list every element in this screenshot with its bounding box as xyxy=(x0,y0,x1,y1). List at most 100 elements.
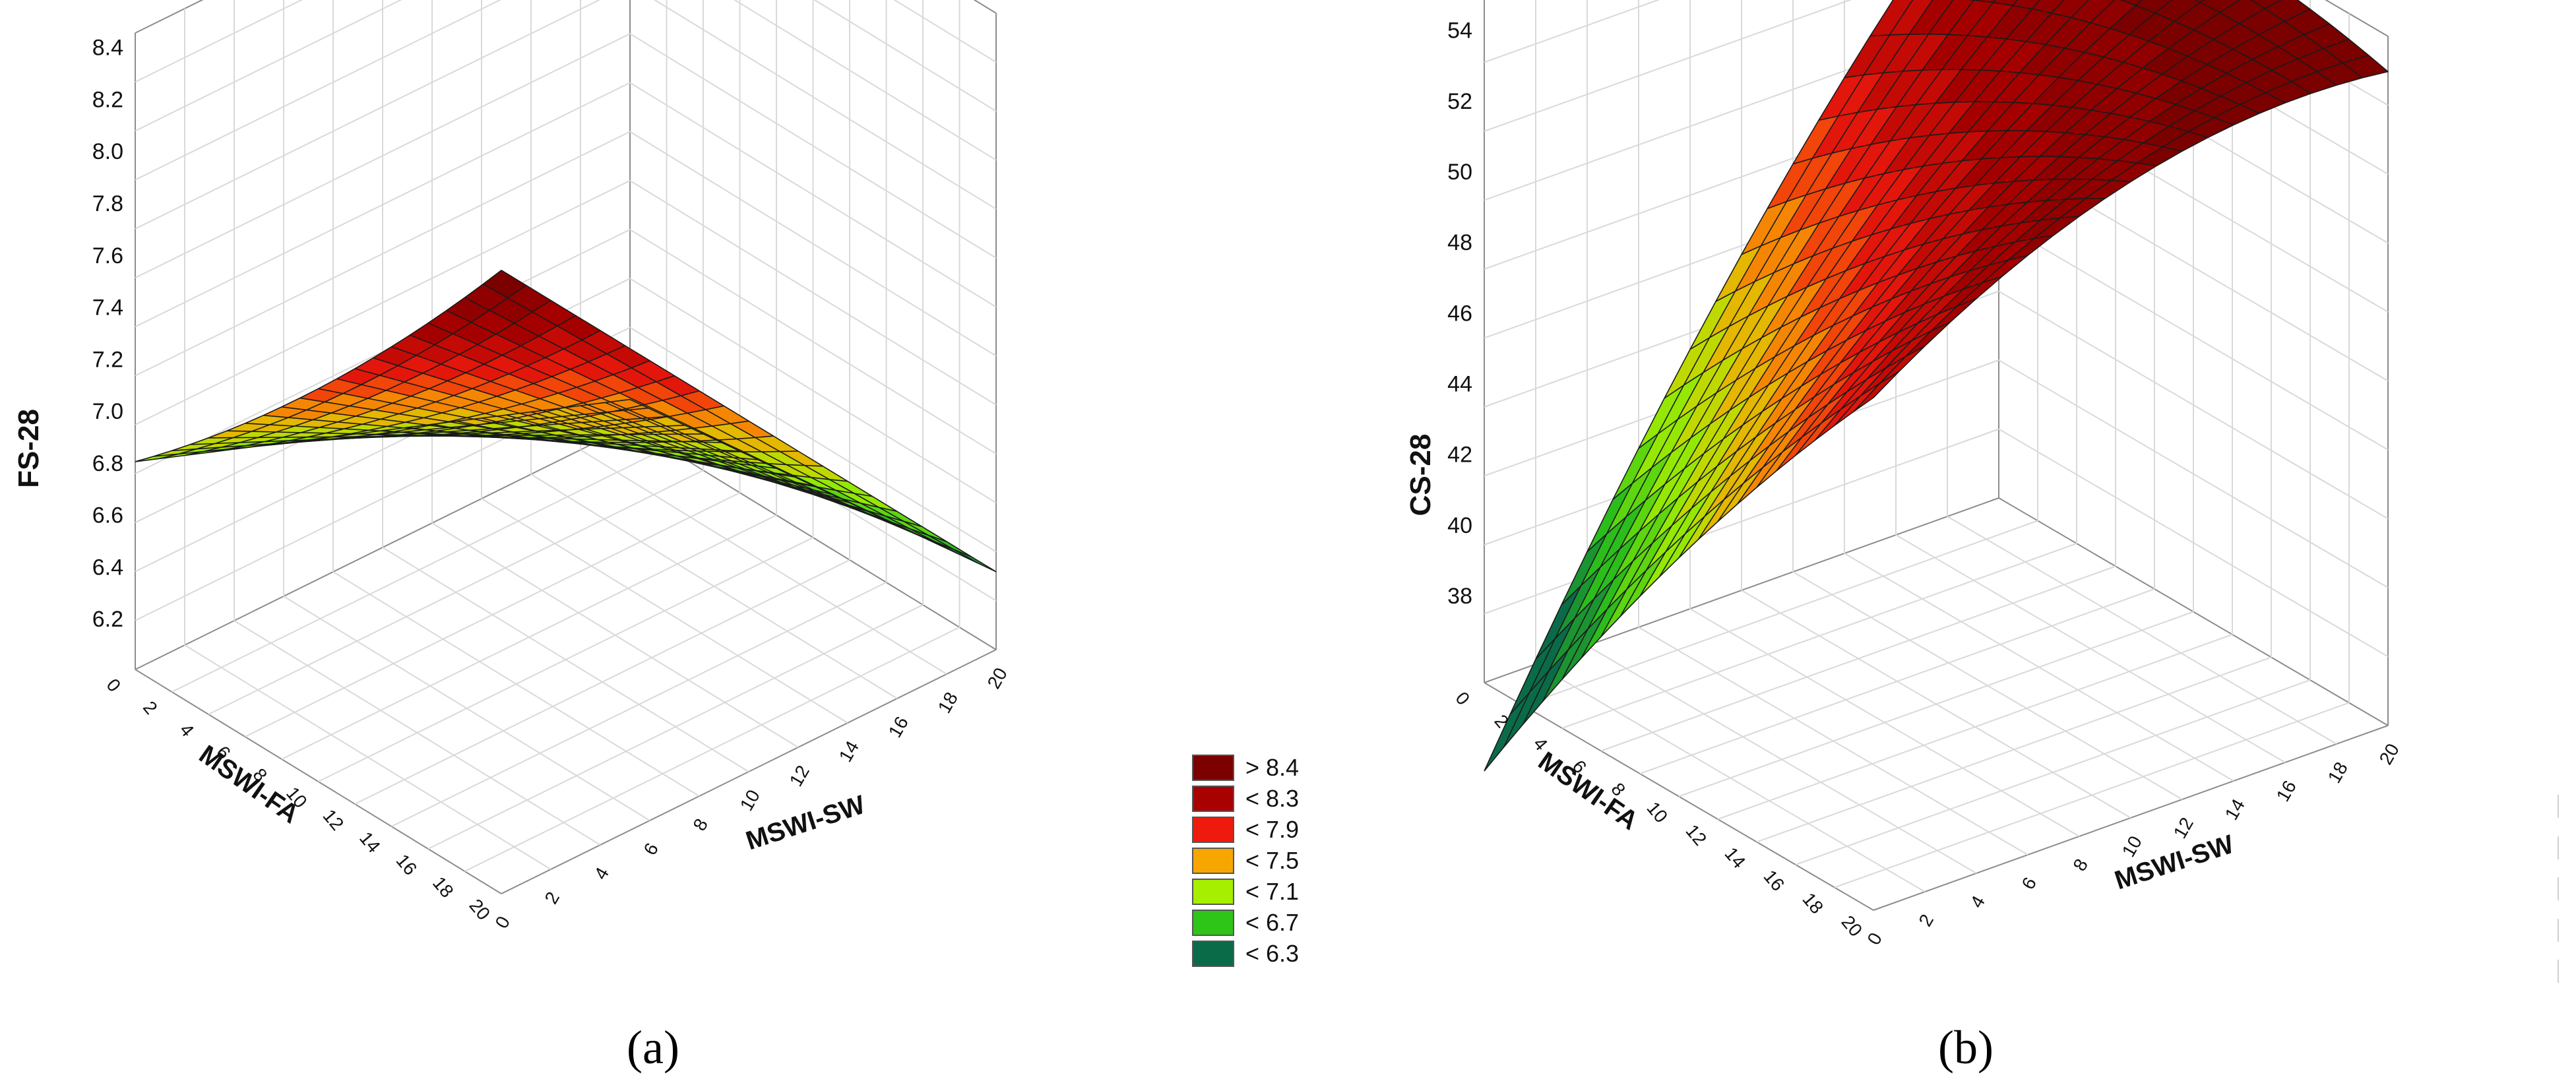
mesh-line xyxy=(506,414,873,497)
mesh-line xyxy=(1741,178,2131,255)
z-tick-label: 40 xyxy=(1447,513,1472,538)
mesh-line xyxy=(190,425,685,445)
y-tick-label: 6 xyxy=(2017,874,2040,893)
x-axis-title-a: MSWI-FA xyxy=(194,740,304,829)
y-tick-label: 16 xyxy=(885,713,912,741)
mesh-line xyxy=(1818,101,2209,139)
mesh-line xyxy=(1792,130,2183,165)
x-tick-label: 20 xyxy=(1837,912,1866,941)
legend-swatch xyxy=(1192,910,1234,936)
legend-label: < 7.5 xyxy=(1245,847,1299,874)
z-tick-label: 44 xyxy=(1447,371,1472,396)
x-tick-label: 4 xyxy=(175,720,198,741)
grid-line xyxy=(1844,553,2234,782)
z-tick-label: 54 xyxy=(1447,18,1472,44)
mesh-line xyxy=(1503,0,1914,748)
mesh-line xyxy=(153,407,648,457)
surface-patch xyxy=(1484,692,1530,772)
y-tick-label: 8 xyxy=(2069,855,2092,875)
mesh-line xyxy=(2250,0,2363,78)
grid-line xyxy=(245,492,740,737)
grid-line xyxy=(1792,571,2183,800)
mesh-line xyxy=(1561,0,1975,680)
y-tick-label: 18 xyxy=(2324,759,2352,786)
plot-box-a xyxy=(135,0,997,894)
grid-line xyxy=(1561,543,2077,729)
z-tick-label: 38 xyxy=(1447,584,1472,609)
grid-line xyxy=(431,522,799,748)
z-axis-title-a: FS-28 xyxy=(13,409,45,488)
y-tick-label: 0 xyxy=(491,913,514,932)
mesh-line xyxy=(530,411,898,512)
grid-line xyxy=(135,0,303,83)
z-tick-label: 6.8 xyxy=(92,451,123,476)
x-tick-label: 0 xyxy=(102,675,125,696)
mesh-line xyxy=(1658,0,2090,577)
y-tick-label: 18 xyxy=(934,689,962,716)
x-tick-label: 14 xyxy=(356,828,385,857)
z-tick-label: 7.2 xyxy=(92,347,123,372)
y-tick-label: 12 xyxy=(2170,814,2197,842)
mesh-line xyxy=(1523,0,1933,725)
grid-line xyxy=(893,0,997,63)
grid-line xyxy=(208,470,704,715)
y-tick-label: 14 xyxy=(2221,795,2249,823)
mesh-line xyxy=(208,433,704,439)
mesh-line xyxy=(1600,0,2019,637)
mesh-line xyxy=(1639,0,2065,597)
mesh-line xyxy=(1581,0,1996,658)
x-tick-label: 16 xyxy=(392,850,421,879)
y-tick-label: 4 xyxy=(590,864,613,883)
legend-label: < 7.9 xyxy=(1245,816,1299,843)
mesh-line xyxy=(172,416,667,452)
z-tick-label: 6.4 xyxy=(92,555,123,580)
mesh-line xyxy=(226,430,722,443)
legend-label: < 7.1 xyxy=(1245,878,1299,905)
legend-label: < 6.3 xyxy=(1245,940,1299,967)
surface-b xyxy=(1484,0,2389,772)
z-tick-label: 6.6 xyxy=(92,503,123,528)
y-tick-label: 6 xyxy=(639,840,662,859)
z-tick-label: 46 xyxy=(1447,301,1472,326)
mesh-line xyxy=(135,398,631,462)
z-axis-title-b: CS-28 xyxy=(1404,434,1437,516)
z-tick-label: 8.2 xyxy=(92,87,123,112)
grid-line xyxy=(382,547,749,772)
mesh-line xyxy=(1968,0,2286,104)
y-tick-label: 14 xyxy=(835,737,863,765)
grid-line xyxy=(1523,520,2038,706)
z-tick-label: 48 xyxy=(1447,230,1472,255)
z-tick-label: 7.4 xyxy=(92,295,123,321)
mesh-line xyxy=(1619,0,2041,617)
y-tick-label: 10 xyxy=(736,786,764,814)
legend-swatch xyxy=(1192,848,1234,874)
legend-label: < 8.3 xyxy=(1245,785,1299,812)
grid-line xyxy=(281,514,777,760)
legend-label: < 6.7 xyxy=(1245,909,1299,936)
z-tick-label: 8.0 xyxy=(92,139,123,164)
x-tick-label: 0 xyxy=(1451,688,1474,709)
mesh-line xyxy=(1484,0,1894,772)
caption-b: (b) xyxy=(1938,1021,1994,1074)
legend-swatch xyxy=(1192,879,1234,905)
grid-line xyxy=(172,447,667,693)
y-tick-label: 2 xyxy=(540,888,563,908)
grid-line xyxy=(1741,590,2131,819)
mesh-line xyxy=(2119,0,2311,94)
y-tick-label: 2 xyxy=(1914,911,1937,930)
legend-swatch xyxy=(1192,786,1234,812)
y-tick-label: 16 xyxy=(2273,777,2300,805)
grid-line xyxy=(1484,0,1660,63)
panel-a-chart: 6.26.46.66.87.07.27.47.67.88.08.28.40246… xyxy=(13,0,1011,1074)
mesh-line xyxy=(1844,69,2234,126)
mesh-line xyxy=(407,427,774,443)
y-tick-label: 12 xyxy=(786,762,813,790)
surface-mesh-b xyxy=(1484,0,2389,772)
legend: > 8.4 < 8.3 < 7.9 < 7.5 < 7.1 < 6.7 < 6.3 xyxy=(1192,754,1299,967)
y-tick-label: 20 xyxy=(2375,740,2403,768)
mesh-line xyxy=(1542,0,1954,702)
grid-line xyxy=(1600,565,2116,752)
x-tick-label: 12 xyxy=(319,805,348,834)
y-tick-label: 8 xyxy=(689,815,712,834)
